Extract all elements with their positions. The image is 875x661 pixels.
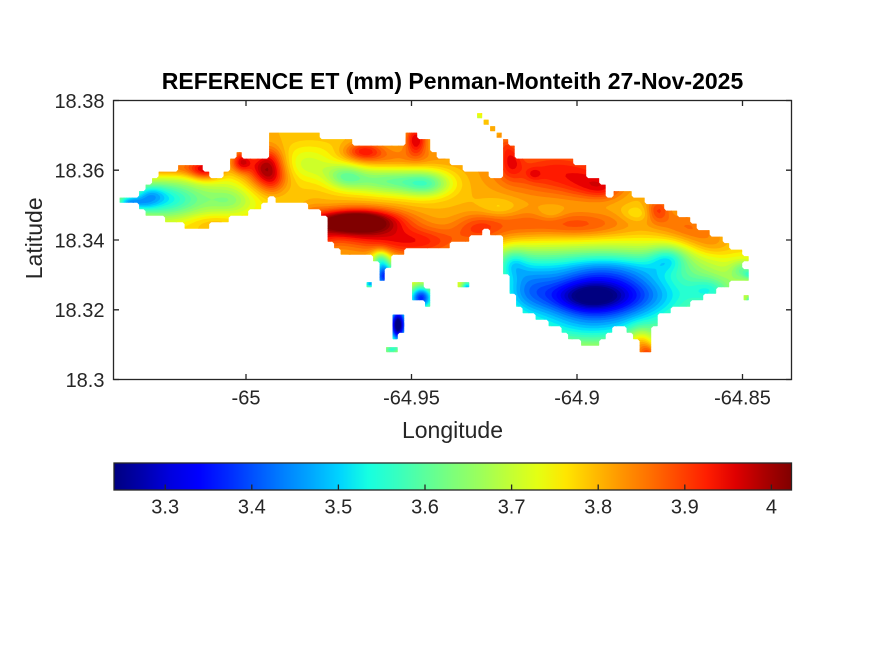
svg-text:3.8: 3.8 bbox=[584, 497, 612, 519]
svg-text:REFERENCE ET (mm) Penman-Monte: REFERENCE ET (mm) Penman-Monteith 27-Nov… bbox=[162, 68, 744, 94]
svg-text:-65: -65 bbox=[232, 388, 261, 410]
svg-text:Longitude: Longitude bbox=[402, 417, 503, 443]
svg-text:18.36: 18.36 bbox=[54, 161, 104, 183]
svg-text:3.3: 3.3 bbox=[151, 497, 179, 519]
svg-text:Latitude: Latitude bbox=[21, 197, 47, 279]
svg-text:18.32: 18.32 bbox=[54, 300, 104, 322]
svg-text:-64.85: -64.85 bbox=[714, 388, 771, 410]
svg-text:-64.9: -64.9 bbox=[554, 388, 600, 410]
svg-text:18.38: 18.38 bbox=[54, 91, 104, 113]
svg-text:3.6: 3.6 bbox=[411, 497, 439, 519]
svg-text:3.7: 3.7 bbox=[498, 497, 526, 519]
svg-text:18.3: 18.3 bbox=[66, 370, 105, 392]
svg-text:3.9: 3.9 bbox=[671, 497, 699, 519]
svg-text:3.4: 3.4 bbox=[238, 497, 266, 519]
svg-text:18.34: 18.34 bbox=[54, 230, 104, 252]
svg-text:4: 4 bbox=[766, 497, 777, 519]
svg-text:3.5: 3.5 bbox=[324, 497, 352, 519]
svg-text:-64.95: -64.95 bbox=[383, 388, 440, 410]
